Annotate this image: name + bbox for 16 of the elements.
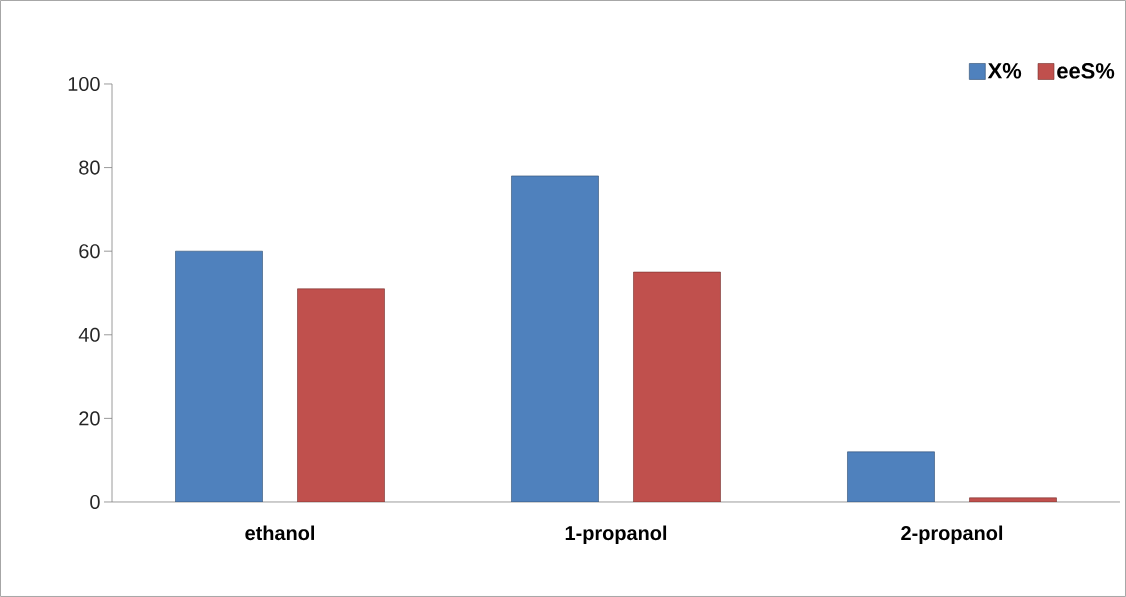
y-tick-label: 0 — [90, 494, 100, 510]
bar — [633, 271, 721, 502]
bar — [511, 175, 599, 502]
y-tick-label: 80 — [79, 160, 100, 175]
y-tick-label: 60 — [79, 244, 100, 259]
y-tick-label: 40 — [78, 327, 100, 342]
bar — [297, 288, 385, 502]
y-tick-label: 100 — [68, 76, 100, 92]
y-tick-label: 20 — [79, 411, 100, 426]
x-tick-label: 1-propanol — [565, 525, 667, 545]
x-tick-label: ethanol — [245, 525, 315, 541]
legend-label: eeS% — [1057, 63, 1115, 79]
legend-label: X% — [987, 63, 1022, 79]
bar — [847, 451, 935, 502]
x-tick-label: 2-propanol — [901, 525, 1003, 545]
bar — [175, 250, 263, 502]
